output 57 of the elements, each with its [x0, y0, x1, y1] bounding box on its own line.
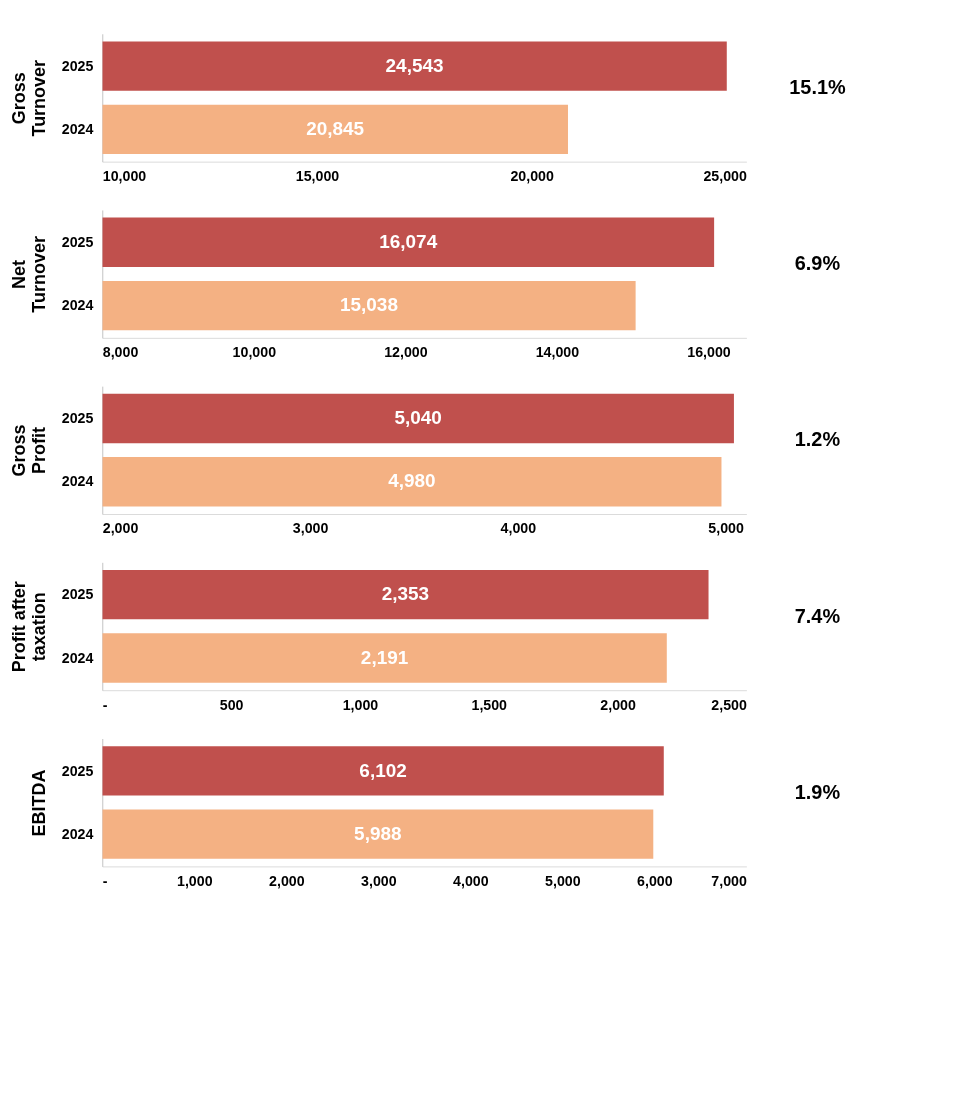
x-tick-label: 10,000 [102, 168, 147, 185]
y-axis-title: Gross Turnover [8, 59, 49, 137]
x-tick-label: 12,000 [384, 344, 428, 361]
data-label: 16,074 [379, 230, 438, 252]
data-label: 5,988 [354, 822, 402, 844]
x-tick-label: 15,000 [295, 168, 340, 185]
data-label: 24,543 [385, 54, 444, 76]
x-tick-label: 25,000 [703, 168, 747, 185]
data-label: 2,191 [360, 646, 409, 668]
x-tick-label: 2,500 [711, 696, 747, 713]
x-tick-label: 14,000 [535, 344, 580, 361]
data-label: 15,038 [339, 294, 398, 316]
x-tick-label: 4,000 [453, 872, 489, 889]
y-axis-title: EBITDA [28, 769, 49, 837]
text: 1.9% [794, 780, 841, 803]
y-tick-label: 2024 [61, 121, 94, 138]
y-axis-title: Profit after taxation [8, 581, 49, 673]
x-tick-label: 5,000 [708, 520, 744, 537]
y-axis-title: Net Turnover [8, 236, 49, 313]
x-tick-label: 3,000 [361, 872, 397, 889]
text: 6.9% [794, 252, 841, 275]
x-tick-label: 2,000 [102, 520, 139, 537]
x-tick-label: 1,000 [342, 696, 379, 713]
x-tick-label: 500 [219, 696, 244, 713]
x-tick-label: 10,000 [232, 344, 277, 361]
text: 15.1% [789, 75, 846, 98]
y-tick-label: 2025 [61, 234, 94, 251]
text: 1.2% [794, 428, 841, 451]
x-tick-label: 7,000 [711, 872, 747, 889]
y-tick-label: 2025 [61, 586, 94, 603]
text: 7.4% [794, 604, 841, 627]
y-tick-label: 2025 [61, 410, 94, 427]
x-tick-label: 8,000 [102, 344, 139, 361]
x-tick-label: 20,000 [510, 168, 554, 185]
x-tick-label: - [102, 696, 108, 713]
x-tick-label: 4,000 [500, 520, 537, 537]
x-tick-label: 2,000 [600, 696, 636, 713]
x-tick-label: - [102, 872, 108, 889]
y-tick-label: 2025 [61, 762, 94, 779]
data-label: 5,040 [394, 407, 442, 429]
y-axis-title: Gross Profit [8, 424, 49, 477]
x-tick-label: 3,000 [292, 520, 329, 537]
x-tick-label: 16,000 [687, 344, 731, 361]
x-tick-label: 1,500 [471, 696, 508, 713]
data-label: 4,980 [388, 470, 436, 492]
x-tick-label: 1,000 [177, 872, 213, 889]
y-tick-label: 2024 [61, 473, 94, 490]
data-label: 20,845 [306, 118, 365, 140]
x-tick-label: 5,000 [545, 872, 581, 889]
y-tick-label: 2024 [61, 825, 94, 842]
data-label: 6,102 [359, 759, 407, 781]
data-label: 2,353 [381, 583, 430, 605]
x-tick-label: 6,000 [637, 872, 673, 889]
y-tick-label: 2024 [61, 297, 94, 314]
x-tick-label: 2,000 [269, 872, 305, 889]
y-tick-label: 2024 [61, 649, 94, 666]
y-tick-label: 2025 [61, 57, 94, 74]
